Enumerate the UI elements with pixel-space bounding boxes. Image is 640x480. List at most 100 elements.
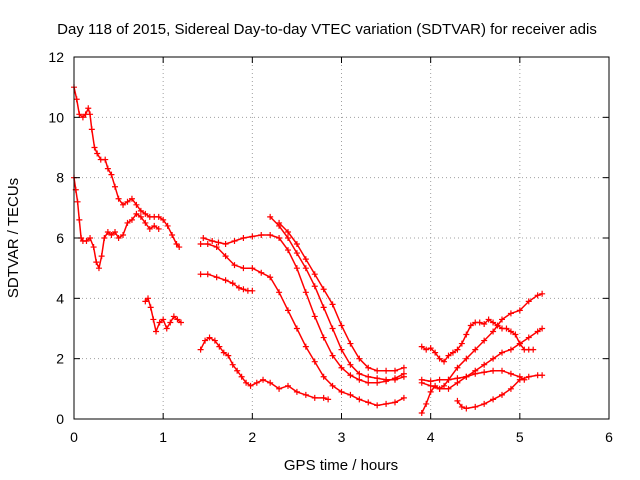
data-point-marker [356, 370, 363, 377]
data-point-marker [276, 385, 283, 392]
data-point-marker [539, 290, 546, 297]
data-point-marker [156, 319, 163, 326]
data-point-marker [347, 372, 354, 379]
data-point-marker [169, 231, 176, 238]
data-point-marker [392, 367, 398, 374]
data-point-marker [338, 388, 345, 395]
data-point-marker [258, 231, 265, 238]
data-point-marker [507, 385, 514, 392]
data-point-marker [383, 376, 390, 383]
data-point-marker [229, 361, 236, 368]
data-point-marker [247, 382, 254, 389]
data-point-marker [325, 396, 332, 403]
data-point-marker [155, 213, 162, 220]
data-point-marker [458, 340, 465, 347]
data-point-marker [507, 370, 514, 377]
data-point-marker [374, 367, 381, 374]
data-point-marker [400, 373, 407, 380]
data-point-marker [454, 346, 461, 353]
data-point-marker [427, 388, 434, 395]
data-point-marker [365, 364, 372, 371]
data-point-marker [499, 316, 505, 323]
data-point-marker [476, 319, 483, 326]
data-point-marker [222, 277, 229, 284]
data-point-marker [93, 259, 100, 266]
data-point-marker [302, 289, 309, 296]
data-point-marker [441, 382, 448, 389]
data-point-marker [463, 331, 470, 338]
data-point-marker [150, 316, 157, 323]
data-point-marker [347, 361, 354, 368]
y-tick-label: 2 [56, 351, 64, 367]
data-point-marker [329, 325, 336, 332]
data-point-marker [163, 325, 170, 332]
data-point-marker [356, 376, 363, 383]
x-tick-label: 1 [159, 429, 167, 445]
data-point-marker [90, 244, 97, 251]
data-point-marker [260, 376, 267, 383]
data-point-marker [365, 399, 372, 406]
series-line [269, 216, 405, 381]
data-point-marker [276, 289, 283, 296]
data-point-marker [197, 241, 204, 248]
data-point-marker [112, 183, 119, 190]
data-point-marker [253, 379, 260, 386]
series-arc-6 [197, 241, 407, 409]
x-tick-label: 3 [338, 429, 346, 445]
data-point-marker [311, 313, 318, 320]
data-point-marker [240, 265, 247, 272]
data-point-marker [490, 355, 497, 362]
data-point-marker [490, 396, 497, 403]
data-point-marker [79, 114, 86, 121]
data-point-marker [525, 298, 532, 305]
x-tick-label: 6 [605, 429, 613, 445]
data-point-marker [463, 373, 470, 380]
data-point-marker [392, 376, 398, 383]
data-point-marker [231, 262, 238, 269]
data-point-marker [432, 349, 439, 356]
data-point-marker [213, 244, 220, 251]
series-arc-13 [418, 367, 528, 385]
data-point-marker [374, 375, 381, 382]
data-point-marker [302, 343, 309, 350]
data-point-marker [276, 235, 283, 241]
data-point-marker [481, 361, 488, 368]
data-point-marker [238, 373, 245, 380]
data-point-marker [76, 216, 83, 223]
data-point-marker [472, 370, 479, 377]
data-point-marker [481, 320, 488, 327]
data-point-marker [499, 391, 505, 398]
data-point-marker [293, 325, 300, 332]
data-point-marker [516, 376, 523, 383]
y-tick-label: 10 [48, 109, 64, 125]
data-point-marker [436, 376, 443, 383]
data-point-marker [151, 222, 158, 229]
data-point-marker [231, 238, 238, 245]
data-point-marker [383, 400, 390, 407]
data-point-marker [320, 286, 327, 293]
data-point-marker [507, 346, 514, 353]
data-point-marker [285, 235, 291, 241]
data-point-marker [176, 244, 183, 251]
data-point-marker [454, 375, 461, 382]
data-point-marker [213, 274, 220, 281]
data-point-marker [147, 304, 154, 311]
x-axis-label: GPS time / hours [284, 457, 398, 474]
data-point-marker [329, 352, 336, 359]
x-tick-labels: 0 1 2 3 4 5 6 [70, 429, 613, 445]
data-point-marker [211, 337, 218, 344]
x-tick-label: 4 [427, 429, 435, 445]
data-point-marker [108, 171, 115, 178]
data-point-marker [204, 271, 211, 278]
data-point-marker [128, 195, 135, 202]
data-point-marker [320, 304, 327, 311]
data-point-marker [200, 235, 207, 241]
data-point-marker [427, 378, 434, 385]
data-point-marker [249, 233, 256, 240]
data-point-marker [235, 284, 242, 291]
axis-ticks [73, 56, 610, 420]
data-point-marker [240, 286, 247, 293]
series-arc-14 [454, 372, 546, 412]
data-point-marker [170, 313, 177, 320]
data-point-marker [249, 265, 256, 272]
